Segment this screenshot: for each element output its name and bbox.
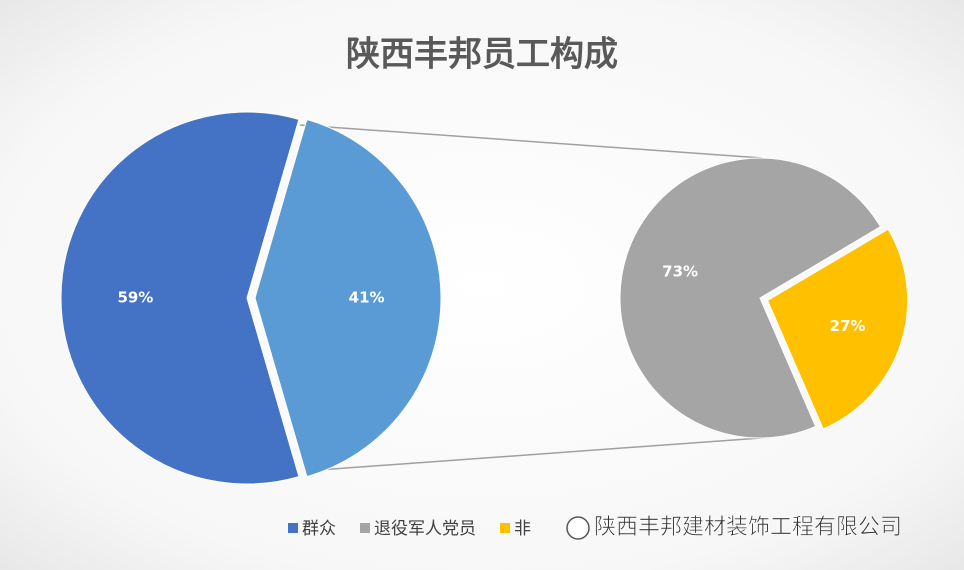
legend: 群众 退役军人党员 非 — [288, 519, 531, 539]
connector-line — [299, 124, 763, 159]
legend-swatch — [500, 523, 510, 533]
pie-slice — [619, 157, 882, 439]
chart-title: 陕西丰邦员工构成 — [346, 35, 618, 75]
legend-swatch — [288, 523, 298, 533]
watermark-icon — [566, 516, 590, 540]
pie-slice — [766, 228, 909, 430]
pie-slice — [254, 118, 442, 478]
connector-line — [304, 436, 776, 472]
data-label: 73% — [662, 263, 698, 281]
watermark: 陕西丰邦建材装饰工程有限公司 — [566, 515, 902, 540]
legend-swatch — [360, 523, 370, 533]
legend-label: 退役军人党员 — [374, 519, 476, 539]
legend-label: 群众 — [302, 519, 336, 539]
data-label: 41% — [349, 289, 385, 307]
watermark-text: 陕西丰邦建材装饰工程有限公司 — [594, 515, 902, 540]
data-label: 59% — [117, 289, 153, 307]
data-label: 27% — [830, 317, 866, 335]
pie-slice — [60, 111, 300, 485]
legend-label: 非 — [514, 519, 531, 539]
